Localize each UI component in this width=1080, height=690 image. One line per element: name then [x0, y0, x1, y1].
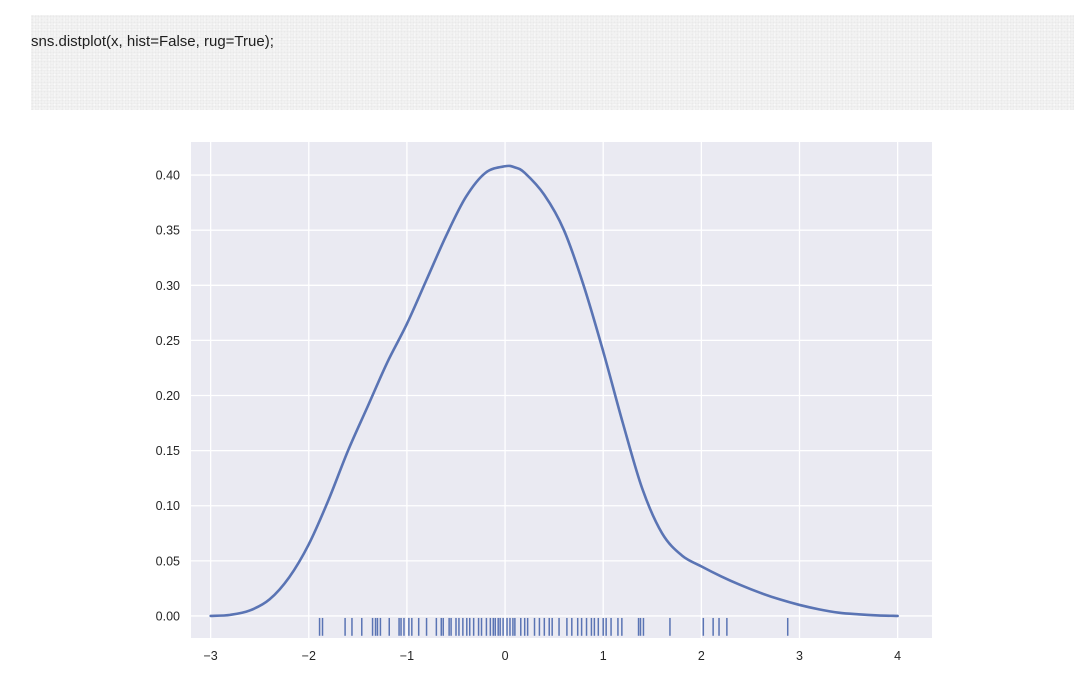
- y-tick-label: 0.30: [156, 279, 180, 293]
- y-tick-label: 0.40: [156, 169, 180, 183]
- x-tick-label: 3: [796, 649, 803, 663]
- code-cell[interactable]: [31, 15, 1074, 110]
- x-tick-label: 2: [698, 649, 705, 663]
- x-tick-label: 4: [894, 649, 901, 663]
- y-tick-label: 0.15: [156, 444, 180, 458]
- y-tick-label: 0.00: [156, 609, 180, 623]
- code-line: sns.distplot(x, hist=False, rug=True);: [31, 33, 274, 50]
- y-tick-label: 0.05: [156, 554, 180, 568]
- x-tick-label: 0: [502, 649, 509, 663]
- x-tick-label: −3: [203, 649, 217, 663]
- plot-background: [191, 142, 932, 638]
- kde-line: [209, 164, 899, 618]
- y-tick-label: 0.25: [156, 334, 180, 348]
- y-tick-label: 0.10: [156, 499, 180, 513]
- y-tick-label: 0.35: [156, 224, 180, 238]
- x-tick-label: −1: [400, 649, 414, 663]
- x-tick-label: −2: [302, 649, 316, 663]
- x-tick-label: 1: [600, 649, 607, 663]
- y-tick-label: 0.20: [156, 389, 180, 403]
